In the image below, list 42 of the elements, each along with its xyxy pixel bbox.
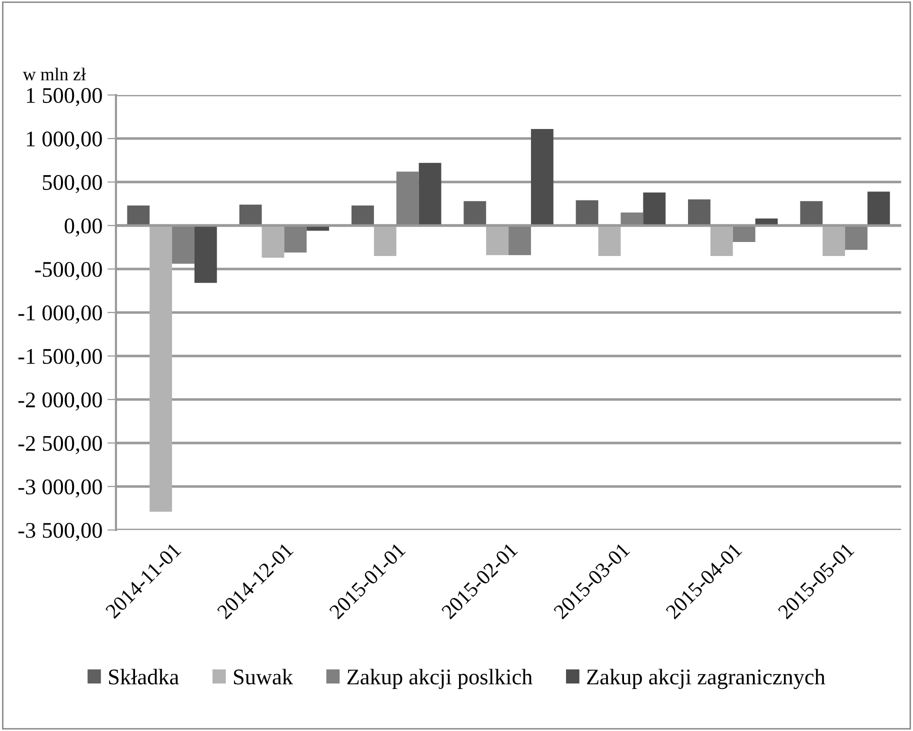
y-tick-label: 1 000,00 — [26, 131, 102, 150]
bar — [418, 162, 442, 226]
y-tick-label: 500,00 — [42, 174, 102, 194]
bar — [643, 192, 666, 226]
bar — [374, 226, 396, 256]
bar — [688, 199, 710, 226]
bar — [172, 226, 194, 264]
bar — [822, 226, 846, 256]
bar — [352, 206, 374, 226]
bar — [239, 204, 262, 226]
bar — [845, 226, 868, 250]
y-tick-label: -1 000,00 — [18, 305, 102, 324]
y-tick-label: -1 500,00 — [18, 348, 102, 368]
bar — [464, 201, 486, 226]
bar — [127, 206, 150, 226]
y-tick-label: -2 000,00 — [18, 392, 102, 411]
bar — [150, 226, 172, 512]
y-tick-label: -3 500,00 — [18, 522, 102, 542]
legend-label: Zakup akcji zagranicznych — [587, 668, 826, 690]
bar — [732, 226, 756, 242]
bar — [508, 226, 531, 256]
bar — [284, 226, 307, 252]
bar — [800, 201, 823, 226]
y-axis-title: w mln zł — [22, 68, 86, 80]
bar — [486, 226, 509, 256]
bar — [262, 226, 284, 258]
bar — [396, 172, 419, 226]
bar — [710, 226, 733, 256]
bar — [194, 226, 217, 283]
bar — [620, 212, 644, 226]
y-tick-label: -500,00 — [35, 262, 102, 280]
bar — [530, 128, 554, 226]
bar — [598, 226, 621, 256]
bar — [576, 200, 598, 226]
legend-label: Składka — [109, 668, 179, 684]
y-tick-label: -3 000,00 — [18, 479, 102, 498]
y-tick-label: 0,00 — [64, 218, 102, 237]
y-tick-label: 1 500,00 — [26, 88, 102, 106]
y-tick-label: -2 500,00 — [18, 436, 102, 454]
legend-label: Suwak — [234, 668, 293, 684]
bar — [867, 192, 890, 226]
legend-label: Zakup akcji poslkich — [347, 668, 532, 690]
